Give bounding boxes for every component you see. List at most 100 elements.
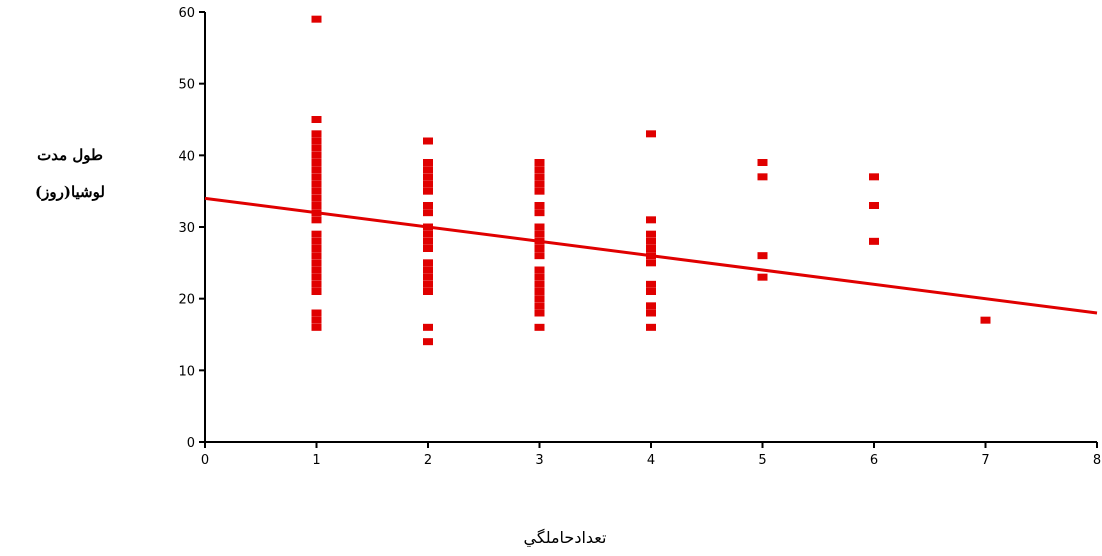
data-point bbox=[534, 166, 545, 174]
data-point bbox=[423, 187, 433, 195]
data-point bbox=[311, 187, 322, 195]
data-point bbox=[534, 209, 545, 217]
data-point bbox=[311, 309, 322, 317]
data-point bbox=[646, 245, 656, 252]
data-point bbox=[423, 230, 433, 238]
data-point bbox=[311, 159, 322, 166]
data-point bbox=[423, 159, 433, 166]
data-point bbox=[423, 137, 433, 145]
data-point bbox=[423, 266, 433, 274]
y-tick-label: 0 bbox=[187, 436, 195, 451]
data-point bbox=[757, 273, 768, 281]
data-point bbox=[534, 223, 545, 231]
data-point bbox=[423, 259, 433, 267]
x-tick-label: 2 bbox=[424, 453, 432, 468]
data-point bbox=[311, 280, 322, 288]
data-point bbox=[311, 151, 322, 159]
data-point bbox=[311, 137, 322, 145]
data-point bbox=[423, 202, 433, 209]
data-point bbox=[311, 259, 322, 267]
data-point bbox=[423, 288, 433, 295]
data-point bbox=[534, 230, 545, 238]
data-point bbox=[311, 144, 322, 152]
data-point bbox=[311, 230, 322, 238]
data-point bbox=[534, 280, 545, 288]
data-point bbox=[534, 295, 545, 303]
data-point bbox=[534, 252, 545, 260]
data-point bbox=[311, 180, 322, 188]
data-point bbox=[646, 288, 656, 295]
x-tick-label: 0 bbox=[201, 453, 209, 468]
data-point bbox=[311, 194, 322, 202]
y-tick-label: 20 bbox=[178, 293, 195, 308]
x-axis-label: تعدادحاملگي bbox=[523, 528, 607, 547]
data-point bbox=[646, 323, 656, 331]
data-point bbox=[534, 245, 545, 252]
data-point bbox=[423, 237, 433, 245]
data-point bbox=[423, 273, 433, 281]
data-point bbox=[423, 173, 433, 181]
data-point bbox=[534, 323, 545, 331]
data-point bbox=[869, 237, 879, 245]
data-point bbox=[311, 273, 322, 281]
data-point bbox=[646, 302, 656, 310]
data-point bbox=[534, 302, 545, 310]
data-point bbox=[423, 245, 433, 252]
data-point bbox=[534, 173, 545, 181]
x-tick-label: 1 bbox=[312, 453, 320, 468]
data-point bbox=[423, 338, 433, 346]
data-point bbox=[534, 202, 545, 209]
data-point bbox=[534, 288, 545, 295]
data-point bbox=[311, 202, 322, 209]
regression-line-group bbox=[204, 196, 1098, 315]
data-point bbox=[869, 202, 879, 209]
data-point bbox=[869, 173, 879, 181]
x-axis: 0 1 2 3 4 5 6 7 8 bbox=[201, 441, 1101, 468]
data-point bbox=[311, 15, 322, 23]
data-point bbox=[757, 173, 768, 181]
data-point bbox=[646, 259, 656, 267]
y-axis: 0 10 20 30 40 50 60 bbox=[178, 6, 206, 451]
data-point bbox=[311, 173, 322, 181]
data-point bbox=[534, 187, 545, 195]
data-point bbox=[534, 159, 545, 166]
y-tick-label: 50 bbox=[178, 78, 195, 93]
data-point bbox=[534, 266, 545, 274]
data-point bbox=[646, 280, 656, 288]
data-point bbox=[311, 288, 322, 295]
data-point bbox=[423, 166, 433, 174]
data-point bbox=[311, 116, 322, 123]
x-tick-label: 8 bbox=[1093, 453, 1101, 468]
data-point bbox=[311, 245, 322, 252]
data-point bbox=[646, 130, 656, 138]
data-point bbox=[534, 309, 545, 317]
data-point bbox=[757, 252, 768, 260]
y-axis-label-line-1: طول مدت bbox=[37, 146, 103, 164]
data-point bbox=[311, 252, 322, 260]
data-point bbox=[311, 266, 322, 274]
data-points bbox=[311, 15, 991, 346]
data-point bbox=[534, 273, 545, 281]
data-point bbox=[311, 316, 322, 324]
data-point bbox=[646, 230, 656, 238]
x-tick-label: 6 bbox=[870, 453, 878, 468]
data-point bbox=[423, 280, 433, 288]
data-point bbox=[980, 316, 991, 324]
y-tick-label: 30 bbox=[178, 221, 195, 236]
data-point bbox=[423, 180, 433, 188]
y-tick-label: 60 bbox=[178, 6, 195, 21]
data-point bbox=[423, 209, 433, 217]
data-point bbox=[311, 323, 322, 331]
y-tick-label: 10 bbox=[178, 364, 195, 379]
data-point bbox=[311, 130, 322, 138]
data-point bbox=[311, 166, 322, 174]
x-tick-label: 4 bbox=[647, 453, 655, 468]
x-tick-label: 3 bbox=[535, 453, 543, 468]
data-point bbox=[423, 323, 433, 331]
x-tick-label: 5 bbox=[758, 453, 766, 468]
x-tick-label: 7 bbox=[981, 453, 989, 468]
data-point bbox=[646, 216, 656, 224]
data-point bbox=[311, 216, 322, 224]
data-point bbox=[311, 237, 322, 245]
